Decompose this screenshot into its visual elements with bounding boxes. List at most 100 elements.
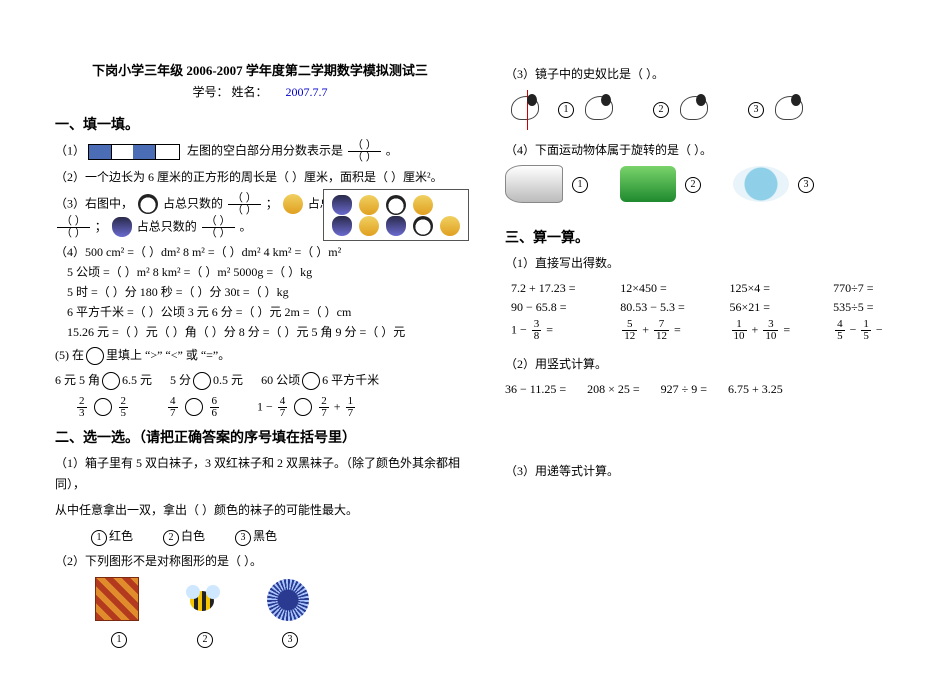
s3q1: （1）直接写出得数。 xyxy=(505,253,915,275)
cell: 535÷5 = xyxy=(827,298,915,317)
snoopy-icon xyxy=(674,90,718,130)
choice-1-icon: 1 xyxy=(572,177,588,193)
t: 1 − xyxy=(511,322,527,336)
q3-e: ； xyxy=(95,219,107,233)
choice-3-icon: 3 xyxy=(282,632,298,648)
section-2-heading: 二、选一选。（请把正确答案的序号填在括号里） xyxy=(55,427,465,447)
table-row: 1 − 38 = 512 + 712 = 110 + 310 = 45 xyxy=(505,317,915,344)
q3-a: （3）右图中， xyxy=(55,196,133,210)
s2q3: （3）镜子中的史奴比是（ ）。 xyxy=(505,64,915,86)
s2q3-options: 1 2 3 xyxy=(505,90,915,130)
s2q1a: （1）箱子里有 5 双白袜子，3 双红袜子和 2 双黑袜子。（除了颜色外其余都相… xyxy=(55,453,465,496)
fraction: 512 xyxy=(622,319,637,342)
opt1: 红色 xyxy=(109,529,133,543)
penguin-icon xyxy=(112,217,132,237)
circle-blank-icon xyxy=(94,398,112,416)
blank-fraction: （ ）（ ） xyxy=(348,140,381,163)
snoopy-icon xyxy=(505,90,549,130)
table-row: 90 − 65.8 = 80.53 − 5.3 = 56×21 = 535÷5 … xyxy=(505,298,915,317)
cat-icon xyxy=(359,195,379,215)
fraction: 47 xyxy=(168,396,178,419)
cell: 1 − 38 = xyxy=(505,317,614,344)
animal-box xyxy=(323,189,469,242)
i: 927 ÷ 9 = xyxy=(661,382,707,396)
choice-1-icon: 1 xyxy=(111,632,127,648)
q3-g: 。 xyxy=(240,219,252,233)
right-column: （3）镜子中的史奴比是（ ）。 1 2 3 （4）下面运动物体属于旋转的是（ ）… xyxy=(505,60,915,654)
q1-end: 。 xyxy=(386,143,398,157)
fraction: 310 xyxy=(763,319,778,342)
q5r1d: 0.5 元 xyxy=(213,373,243,387)
table-row: 7.2 + 17.23 = 12×450 = 125×4 = 770÷7 = xyxy=(505,279,915,298)
panda-icon xyxy=(413,216,433,236)
fraction: 110 xyxy=(732,319,747,342)
exam-title: 下岗小学三年级 2006-2007 学年度第二学期数学模拟测试三 xyxy=(55,60,465,79)
q5-a: (5) 在 xyxy=(55,348,84,362)
fraction: 23 xyxy=(77,396,87,419)
q4-l5: 15.26 元 =（ ）元（ ）角（ ）分 8 分 =（ ）元 5 角 9 分 … xyxy=(55,323,465,341)
fraction: 66 xyxy=(210,396,220,419)
left-column: 下岗小学三年级 2006-2007 学年度第二学期数学模拟测试三 学号： 姓名：… xyxy=(55,60,465,654)
choice-2-icon: 2 xyxy=(197,632,213,648)
penguin-icon xyxy=(332,195,352,215)
cell: 7.2 + 17.23 = xyxy=(505,279,614,298)
cat-icon xyxy=(413,195,433,215)
s3q3: （3）用递等式计算。 xyxy=(505,461,915,483)
circle-blank-icon xyxy=(302,372,320,390)
circle-blank-icon xyxy=(102,372,120,390)
fields-label: 学号： 姓名： xyxy=(192,85,267,99)
q5-row1: 6 元 5 角 6.5 元 5 分 0.5 元 60 公顷 6 平方千米 xyxy=(55,370,465,392)
q2: （2）一个边长为 6 厘米的正方形的周长是（ ）厘米，面积是（ ）厘米²。 xyxy=(55,167,465,189)
cell: 770÷7 = xyxy=(827,279,915,298)
fraction: 45 xyxy=(835,319,845,342)
exam-subtitle: 学号： 姓名： 2007.7.7 xyxy=(55,83,465,100)
bike-icon xyxy=(620,166,676,202)
q5r1f: 6 平方千米 xyxy=(322,373,379,387)
fraction: 17 xyxy=(346,396,356,419)
snoopy-icon xyxy=(769,90,813,130)
q5r1c: 5 分 xyxy=(170,373,191,387)
eq: = xyxy=(674,322,681,336)
choice-1-icon: 1 xyxy=(558,102,574,118)
choice-2-icon: 2 xyxy=(163,530,179,546)
q5r1a: 6 元 5 角 xyxy=(55,373,100,387)
eq: = xyxy=(783,322,790,336)
s3q2: （2）用竖式计算。 xyxy=(505,354,915,376)
q1: （1） 左图的空白部分用分数表示是 （ ）（ ） 。 xyxy=(55,140,465,163)
s2q2-options: 1 2 3 xyxy=(55,577,465,650)
fraction: 38 xyxy=(532,319,542,342)
fraction: 15 xyxy=(861,319,871,342)
cell: 125×4 = xyxy=(724,279,828,298)
cat-icon xyxy=(283,194,303,214)
s2q4: （4）下面运动物体属于旋转的是（ ）。 xyxy=(505,140,915,162)
i: 36 − 11.25 = xyxy=(505,382,566,396)
snoopy-icon xyxy=(579,90,623,130)
panda-icon xyxy=(386,195,406,215)
q1-num: （1） xyxy=(55,143,85,157)
panda-icon xyxy=(138,194,158,214)
blank-fraction: （ ）（ ） xyxy=(228,193,261,216)
opt3: 黑色 xyxy=(253,529,277,543)
section-3-heading: 三、算一算。 xyxy=(505,227,915,247)
fraction: 47 xyxy=(278,396,288,419)
exam-date: 2007.7.7 xyxy=(286,85,328,99)
penguin-icon xyxy=(332,216,352,236)
circle-blank-icon xyxy=(86,347,104,365)
circle-blank-icon xyxy=(185,398,203,416)
calc-table: 7.2 + 17.23 = 12×450 = 125×4 = 770÷7 = 9… xyxy=(505,279,915,344)
i: 208 × 25 = xyxy=(587,382,640,396)
q3: （3）右图中， 占总只数的 （ ）（ ） ； 占总只数的 （ ）（ ） ； 占总… xyxy=(55,193,465,239)
q3-f: 占总只数的 xyxy=(137,219,197,233)
s2q4-options: 1 2 3 xyxy=(505,165,915,203)
q5r1b: 6.5 元 xyxy=(122,373,152,387)
cell: 45 − 15 − xyxy=(827,317,915,344)
choice-3-icon: 3 xyxy=(748,102,764,118)
m: − xyxy=(850,322,857,336)
cell: 80.53 − 5.3 = xyxy=(614,298,723,317)
q5r1e: 60 公顷 xyxy=(261,373,300,387)
q3-b: 占总只数的 xyxy=(163,196,223,210)
s2q2: （2）下列图形不是对称图形的是（ ）。 xyxy=(55,551,465,573)
fraction: 27 xyxy=(319,396,329,419)
fraction: 712 xyxy=(654,319,669,342)
cat-icon xyxy=(359,216,379,236)
